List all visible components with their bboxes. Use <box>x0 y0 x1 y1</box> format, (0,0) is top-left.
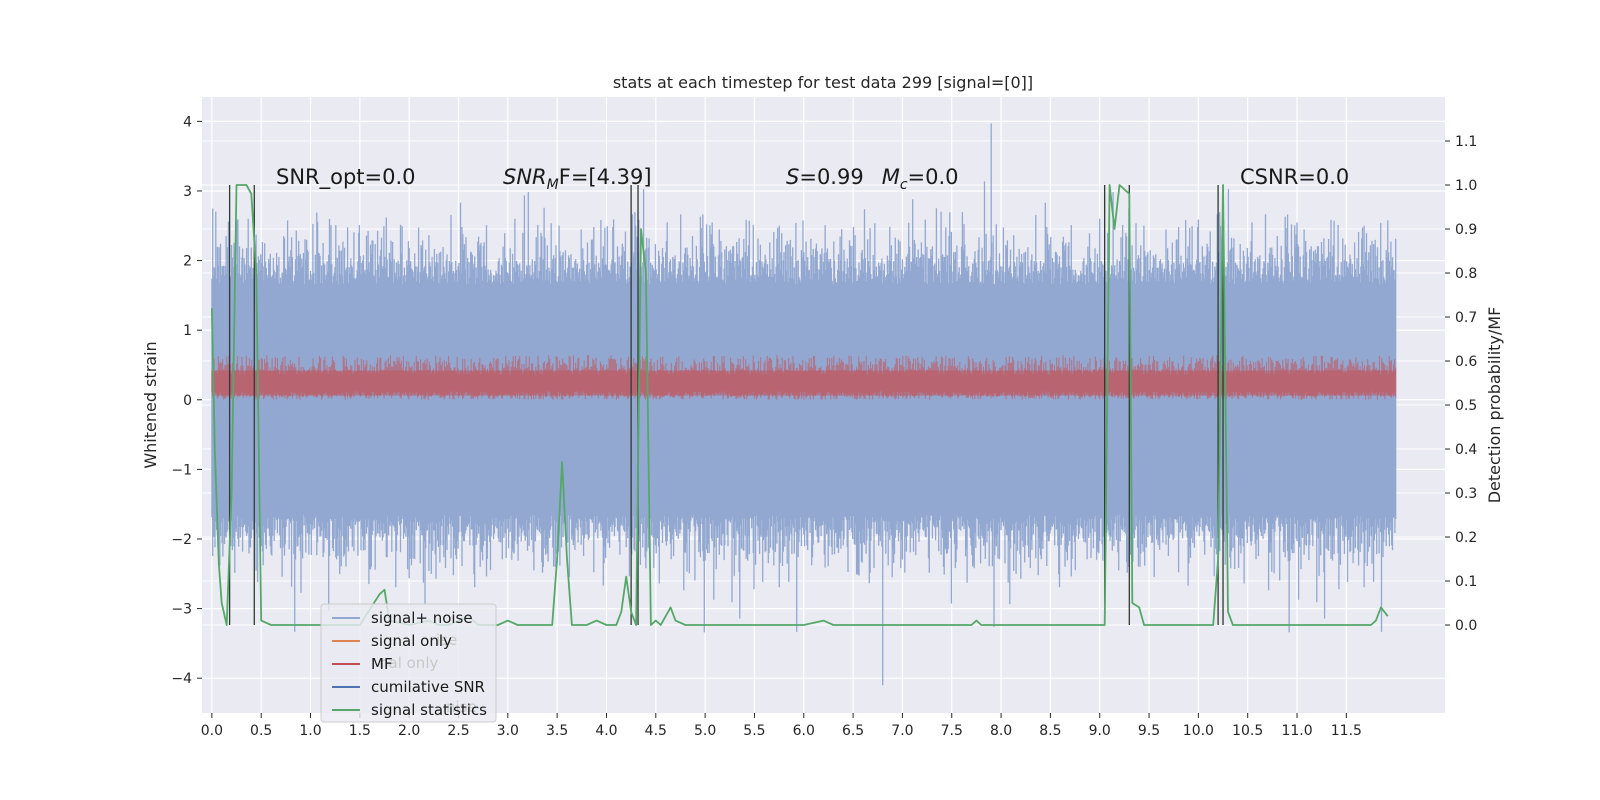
y2-tick-label: 0.2 <box>1455 530 1477 546</box>
legend-label: signal+ noise <box>371 609 473 627</box>
x-tick-label: 6.5 <box>842 723 864 739</box>
x-tick-label: 8.5 <box>1039 723 1061 739</box>
x-tick-label: 4.0 <box>595 723 617 739</box>
x-tick-label: 1.5 <box>349 723 371 739</box>
x-tick-label: 9.0 <box>1089 723 1111 739</box>
y2-tick-label: 0.1 <box>1455 574 1477 590</box>
y-tick-label: 0 <box>183 393 192 409</box>
y2-tick-label: 0.4 <box>1455 442 1477 458</box>
annotation-snr-opt: SNR_opt=0.0 <box>276 165 416 190</box>
y2-axis-label: Detection probability/MF <box>1485 307 1504 504</box>
annotation-mc-sub: c <box>900 177 908 193</box>
y2-tick-label: 1.1 <box>1455 134 1477 150</box>
legend: ise nal only nise signal+ noise signal on… <box>320 603 497 723</box>
legend-label: MF <box>371 655 393 673</box>
series-signal-statistics <box>211 184 1389 626</box>
legend-ghost-text: nise <box>446 698 477 716</box>
x-tick-label: 7.0 <box>891 723 913 739</box>
annotation-snr-mf: SNRMF=[4.39] <box>503 165 652 193</box>
y2-axis-ticks: 1.1 1.0 0.9 0.8 0.7 0.6 0.5 0.4 0.3 0.2 0.1 0.0 <box>1445 134 1477 634</box>
signal-statistics-line <box>211 184 1389 626</box>
legend-label: signal only <box>371 632 452 650</box>
x-tick-label: 11.0 <box>1281 723 1312 739</box>
annotation-s-value: =0.99 <box>799 165 863 189</box>
y2-tick-label: 0.3 <box>1455 486 1477 502</box>
x-tick-label: 8.0 <box>990 723 1012 739</box>
y2-tick-label: 0.7 <box>1455 310 1477 326</box>
y-tick-label: −1 <box>171 462 192 478</box>
x-tick-label: 10.5 <box>1232 723 1263 739</box>
y-tick-label: 4 <box>183 114 192 130</box>
series-mf <box>211 355 1397 400</box>
y-tick-label: 3 <box>183 184 192 200</box>
x-tick-label: 1.0 <box>299 723 321 739</box>
series-signal-noise <box>211 123 1397 686</box>
x-tick-label: 4.5 <box>645 723 667 739</box>
x-tick-label: 11.5 <box>1331 723 1362 739</box>
x-tick-label: 6.0 <box>793 723 815 739</box>
annotation-mc-var: M <box>882 165 900 189</box>
y2-tick-label: 0.5 <box>1455 398 1477 414</box>
x-tick-label: 2.0 <box>398 723 420 739</box>
legend-entries: signal+ noise signal only MF cumilative SNR… <box>332 609 487 719</box>
x-tick-label: 3.5 <box>546 723 568 739</box>
annotation-snr-mf-var: SNR <box>503 165 547 189</box>
annotation-s-mc: S=0.99 Mc=0.0 <box>786 165 959 193</box>
x-tick-label: 3.0 <box>497 723 519 739</box>
annotation-csnr: CSNR=0.0 <box>1240 165 1349 189</box>
y2-tick-label: 0.0 <box>1455 618 1477 634</box>
mf-spikes <box>211 355 1397 400</box>
x-tick-label: 10.0 <box>1183 723 1214 739</box>
x-tick-label: 5.0 <box>694 723 716 739</box>
annotation-mc-value: =0.0 <box>908 165 959 189</box>
y2-tick-label: 0.6 <box>1455 354 1477 370</box>
y2-tick-label: 0.8 <box>1455 266 1477 282</box>
y-tick-label: 1 <box>183 323 192 339</box>
annotation-s-var: S <box>786 165 799 189</box>
x-tick-label: 9.5 <box>1138 723 1160 739</box>
y-axis-label: Whitened strain <box>141 341 160 468</box>
x-tick-label: 0.0 <box>201 723 223 739</box>
x-axis-ticks: 0.0 0.5 1.0 1.5 2.0 2.5 3.0 3.5 4.0 4.5 5.0 5.5 6.0 6… <box>201 713 1362 739</box>
y2-tick-label: 0.9 <box>1455 222 1477 238</box>
y-tick-label: −3 <box>171 602 192 618</box>
legend-ghost-text: nal only <box>379 654 438 672</box>
legend-label: cumilative SNR <box>371 678 485 696</box>
x-tick-label: 0.5 <box>250 723 272 739</box>
annotation-snr-mf-rest: F=[4.39] <box>559 165 652 189</box>
legend-ghost-text: ise <box>436 631 457 649</box>
y-tick-label: −4 <box>171 671 192 687</box>
x-tick-label: 5.5 <box>743 723 765 739</box>
legend-label: signal statistics <box>371 701 487 719</box>
x-tick-label: 7.5 <box>941 723 963 739</box>
y-tick-label: 2 <box>183 254 192 270</box>
legend-frame <box>320 603 497 723</box>
annotation-snr-mf-sub: M <box>547 177 559 193</box>
x-tick-label: 2.5 <box>447 723 469 739</box>
y2-tick-label: 1.0 <box>1455 178 1477 194</box>
chart-title: stats at each timestep for test data 299… <box>613 73 1033 92</box>
y-axis-ticks: 4 3 2 1 0 −1 −2 −3 −4 <box>171 114 202 687</box>
y-tick-label: −2 <box>171 532 192 548</box>
